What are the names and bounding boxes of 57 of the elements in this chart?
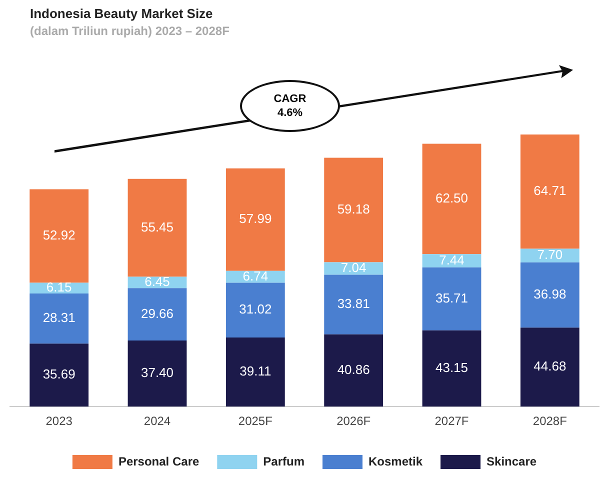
- data-label: 35.71: [435, 290, 468, 306]
- bar: [422, 144, 482, 254]
- data-label: 7.44: [439, 252, 464, 268]
- data-label: 37.40: [140, 365, 174, 380]
- bar: [422, 254, 482, 268]
- bar: [226, 338, 285, 407]
- data-label: 6.74: [242, 268, 268, 284]
- data-label: 7.70: [537, 247, 563, 262]
- data-label: 29.66: [140, 306, 174, 321]
- data-label: 62.50: [435, 190, 468, 206]
- data-label: 36.98: [534, 286, 566, 302]
- bar: [128, 288, 187, 341]
- chart-title: Indonesia Beauty Market Size: [30, 6, 213, 21]
- chart-subtitle: (dalam Triliun rupiah) 2023 – 2028F: [30, 24, 230, 38]
- data-label: 33.81: [337, 296, 370, 312]
- bar: [226, 282, 285, 338]
- data-label: 43.15: [435, 360, 468, 376]
- bar: [30, 189, 89, 283]
- data-label: 28.31: [42, 310, 76, 326]
- bar: [128, 178, 187, 277]
- legend-label: Kosmetik: [368, 454, 423, 468]
- data-label: 6.45: [144, 274, 170, 290]
- bar: [30, 294, 89, 344]
- x-tick-label: 2025F: [238, 414, 272, 428]
- x-tick-label: 2027F: [434, 414, 469, 428]
- data-label: 6.15: [46, 280, 72, 295]
- data-label: 64.71: [534, 183, 566, 198]
- text: CAGR 4.6%: [240, 80, 340, 132]
- x-tick-label: 2026F: [336, 414, 371, 428]
- legend-label: Parfum: [263, 454, 304, 468]
- legend-label: Skincare: [486, 454, 537, 468]
- data-label: 52.92: [42, 228, 76, 243]
- data-label: 40.86: [337, 362, 370, 378]
- bar: [422, 330, 482, 407]
- data-label: 57.99: [239, 211, 272, 226]
- data-label: 59.18: [337, 202, 370, 217]
- data-label: 44.68: [534, 358, 566, 374]
- bar: [128, 340, 187, 407]
- bar: [520, 262, 580, 328]
- data-label: 39.11: [240, 364, 272, 379]
- bar: [520, 328, 580, 407]
- bar: [520, 248, 580, 262]
- data-label: 55.45: [140, 219, 174, 234]
- data-label: 7.04: [340, 260, 366, 276]
- x-tick-label: 2023: [46, 414, 73, 428]
- data-label: 31.02: [239, 302, 272, 317]
- bar: [324, 158, 384, 262]
- bar: [324, 274, 384, 334]
- data-label: 35.69: [42, 366, 76, 382]
- bar: [422, 267, 482, 330]
- bar: [226, 168, 285, 271]
- x-tick-label: 2028F: [532, 414, 567, 428]
- legend-label: Personal Care: [118, 454, 200, 468]
- x-tick-label: 2024: [144, 414, 171, 428]
- bar: [324, 334, 384, 407]
- bar: [520, 134, 580, 249]
- bar: [30, 344, 89, 407]
